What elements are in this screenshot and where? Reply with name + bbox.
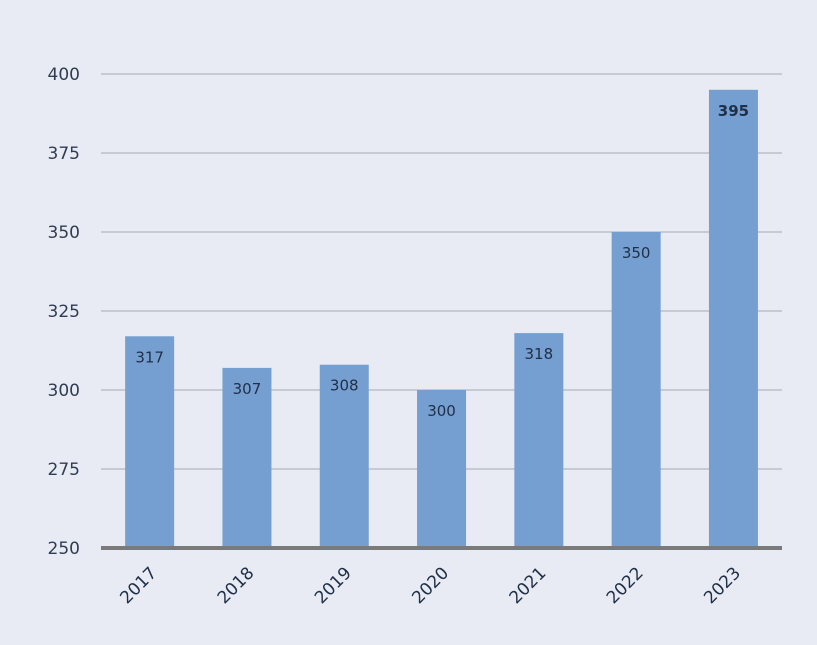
x-tick-label: 2019 [311, 563, 356, 608]
bar-2019 [319, 364, 369, 548]
y-tick-label: 400 [48, 65, 80, 85]
y-tick-label: 350 [48, 223, 80, 243]
bar-2022 [611, 232, 661, 548]
x-tick-label: 2021 [506, 563, 551, 608]
bar-2023 [708, 89, 758, 549]
bar-2021 [514, 333, 564, 548]
y-tick-label: 300 [48, 381, 80, 401]
x-tick-label: 2022 [603, 563, 648, 608]
x-axis-ticks: 2017 2018 2019 2020 2021 2022 2023 [116, 563, 745, 608]
x-tick-label: 2017 [116, 563, 161, 608]
bar-value-labels: 317 307 308 300 318 350 395 [135, 102, 749, 420]
x-tick-label: 2018 [214, 563, 259, 608]
bar-value-label: 350 [622, 244, 651, 262]
y-tick-label: 325 [48, 302, 80, 322]
bar-value-label: 395 [718, 102, 749, 120]
y-axis-ticks: 250 275 300 325 350 375 400 [48, 65, 80, 559]
bar-value-label: 307 [233, 380, 262, 398]
y-tick-label: 275 [48, 460, 80, 480]
bar-value-label: 317 [135, 348, 164, 366]
bar-2017 [125, 336, 175, 548]
bar-value-label: 300 [427, 402, 456, 420]
y-tick-label: 375 [48, 144, 80, 164]
bars [125, 89, 758, 549]
bar-value-label: 308 [330, 377, 359, 395]
bar-2018 [222, 367, 272, 548]
x-tick-label: 2020 [408, 563, 453, 608]
x-tick-label: 2023 [700, 563, 745, 608]
gridlines [101, 73, 782, 470]
y-tick-label: 250 [48, 539, 80, 559]
bar-value-label: 318 [525, 345, 554, 363]
bar-2020 [417, 390, 467, 548]
